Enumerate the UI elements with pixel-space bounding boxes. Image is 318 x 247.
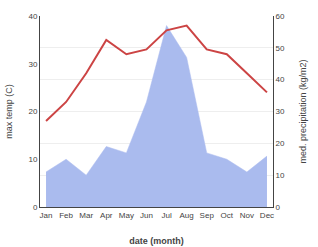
svg-text:20: 20 (28, 107, 37, 116)
svg-text:med. precipitation (kg/m2): med. precipitation (kg/m2) (298, 59, 308, 163)
svg-text:10: 10 (276, 171, 285, 180)
svg-text:20: 20 (276, 139, 285, 148)
svg-text:60: 60 (276, 12, 285, 21)
svg-text:30: 30 (28, 60, 37, 69)
svg-text:40: 40 (28, 12, 37, 21)
svg-text:Oct: Oct (221, 211, 234, 220)
svg-text:date (month): date (month) (129, 236, 184, 246)
svg-text:Sep: Sep (200, 211, 215, 220)
svg-text:Dec: Dec (260, 211, 274, 220)
svg-text:40: 40 (276, 75, 285, 84)
svg-text:0: 0 (33, 203, 38, 212)
svg-text:10: 10 (28, 155, 37, 164)
svg-text:Nov: Nov (240, 211, 254, 220)
svg-text:Apr: Apr (100, 211, 113, 220)
svg-text:Jul: Jul (161, 211, 171, 220)
svg-text:Jan: Jan (40, 211, 53, 220)
svg-text:May: May (119, 211, 134, 220)
svg-text:0: 0 (276, 203, 281, 212)
svg-text:30: 30 (276, 107, 285, 116)
svg-text:50: 50 (276, 44, 285, 53)
svg-text:Mar: Mar (79, 211, 93, 220)
svg-text:Jun: Jun (140, 211, 153, 220)
svg-text:Aug: Aug (180, 211, 194, 220)
svg-text:max temp (C): max temp (C) (4, 84, 14, 139)
svg-text:Feb: Feb (59, 211, 73, 220)
